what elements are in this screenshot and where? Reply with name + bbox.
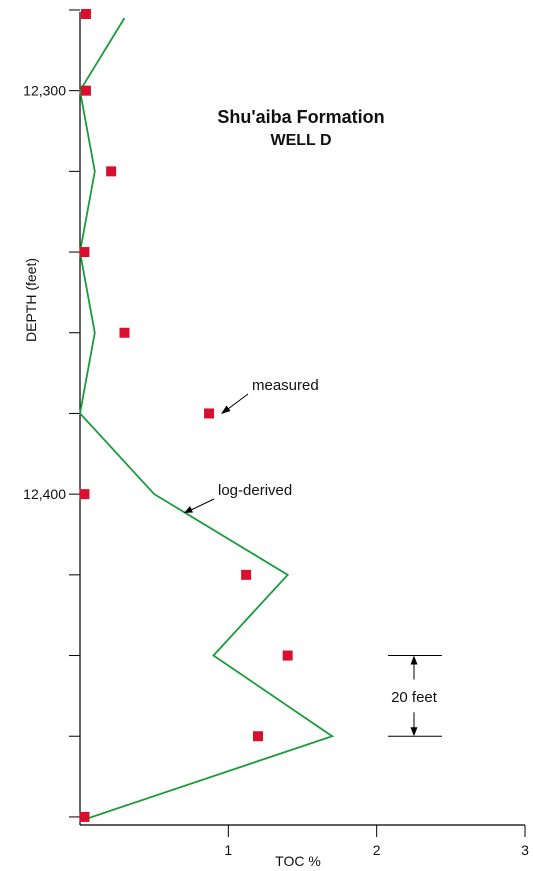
ticks: 12,300 12,400 1 2 3	[23, 9, 529, 858]
scale-bar-label: 20 feet	[391, 689, 438, 706]
log-derived-arrow-shaft	[190, 498, 215, 511]
measured-point-9	[282, 650, 293, 661]
log-derived-annotation: log-derived	[218, 482, 292, 499]
y-axis-label: DEPTH (feet)	[23, 258, 39, 342]
log-derived-line	[79, 17, 335, 822]
x-tick-label-2: 2	[373, 842, 381, 858]
measured-point-7	[79, 489, 90, 500]
measured-point-1	[80, 9, 91, 19]
scale-bar-down-arrow	[410, 727, 418, 737]
measured-point-4	[79, 247, 90, 258]
y-tick-label-12400: 12,400	[23, 486, 66, 502]
axes	[79, 12, 525, 826]
measured-point-8	[241, 569, 252, 580]
measured-series	[79, 9, 293, 822]
chart-title: Shu'aiba Formation	[217, 107, 384, 127]
y-tick-label-12300: 12,300	[23, 83, 66, 99]
x-tick-label-3: 3	[521, 842, 529, 858]
x-tick-label-1: 1	[224, 842, 232, 858]
log-derived-series	[79, 17, 335, 822]
measured-arrow-head	[221, 405, 231, 414]
measured-annotation: measured	[252, 377, 319, 394]
scale-bar-up-arrow	[410, 655, 418, 665]
chart-subtitle: WELL D	[270, 132, 331, 149]
log-derived-arrow-head	[184, 506, 193, 513]
measured-point-10	[253, 731, 263, 742]
measured-point-11	[79, 811, 90, 822]
measured-point-3	[106, 166, 117, 177]
measured-arrow-shaft	[227, 393, 249, 410]
measured-point-6	[204, 408, 215, 419]
measured-point-2	[80, 85, 91, 96]
x-axis-label: TOC %	[275, 853, 321, 869]
measured-point-5	[119, 327, 130, 338]
annotations: measured log-derived 20 feet	[184, 377, 442, 737]
